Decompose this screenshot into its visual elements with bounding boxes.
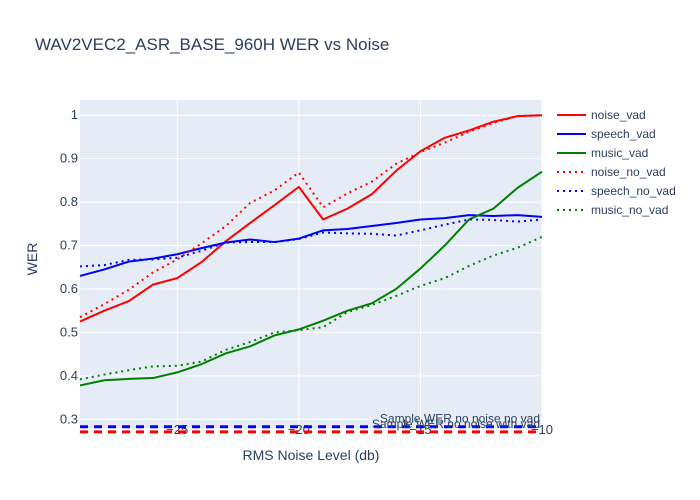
legend-item-speech-vad[interactable]: speech_vad bbox=[557, 127, 656, 141]
y-tick-label: 0.6 bbox=[60, 281, 78, 296]
series-line-music-vad bbox=[79, 170, 543, 387]
legend[interactable]: noise_vad speech_vad music_vad noise_no_vad… bbox=[557, 108, 676, 217]
y-tick-label: 0.7 bbox=[60, 238, 78, 253]
legend-label: speech_no_vad bbox=[591, 184, 676, 198]
y-tick-label: 0.9 bbox=[60, 151, 78, 166]
x-tick-label: −15 bbox=[409, 422, 431, 437]
grid-lines bbox=[80, 100, 543, 428]
legend-item-speech-no-vad[interactable]: speech_no_vad bbox=[557, 184, 676, 198]
legend-item-music-vad[interactable]: music_vad bbox=[557, 146, 648, 160]
legend-label: noise_vad bbox=[591, 108, 646, 122]
plot-area bbox=[80, 100, 542, 428]
y-tick-label: 0.5 bbox=[60, 324, 78, 339]
legend-label: noise_no_vad bbox=[591, 165, 666, 179]
legend-label: music_vad bbox=[591, 146, 648, 160]
series-line-noise-no-vad bbox=[79, 114, 543, 319]
reference-label: Sample WER no noise with vad bbox=[372, 417, 540, 431]
y-axis-title: WER bbox=[24, 243, 40, 276]
x-axis-title: RMS Noise Level (db) bbox=[243, 447, 380, 463]
y-tick-label: 0.4 bbox=[60, 368, 78, 383]
legend-item-noise-vad[interactable]: noise_vad bbox=[557, 108, 646, 122]
series-lines bbox=[79, 114, 543, 387]
legend-label: music_no_vad bbox=[591, 203, 668, 217]
x-tick-label: −20 bbox=[288, 422, 310, 437]
series-line-speech-vad bbox=[79, 214, 543, 277]
y-tick-label: 1 bbox=[71, 107, 78, 122]
series-line-noise-vad bbox=[79, 114, 543, 323]
x-tick-label: −25 bbox=[166, 422, 188, 437]
y-tick-label: 0.3 bbox=[60, 411, 78, 426]
x-tick-label: −10 bbox=[531, 422, 553, 437]
series-line-speech-no-vad bbox=[79, 218, 543, 268]
y-tick-label: 0.8 bbox=[60, 194, 78, 209]
legend-item-music-no-vad[interactable]: music_no_vad bbox=[557, 203, 668, 217]
chart-title: WAV2VEC2_ASR_BASE_960H WER vs Noise bbox=[35, 35, 389, 54]
series-line-music-no-vad bbox=[79, 235, 543, 381]
legend-item-noise-no-vad[interactable]: noise_no_vad bbox=[557, 165, 666, 179]
reference-label: Sample WER no noise no vad bbox=[380, 412, 540, 426]
legend-label: speech_vad bbox=[591, 127, 656, 141]
